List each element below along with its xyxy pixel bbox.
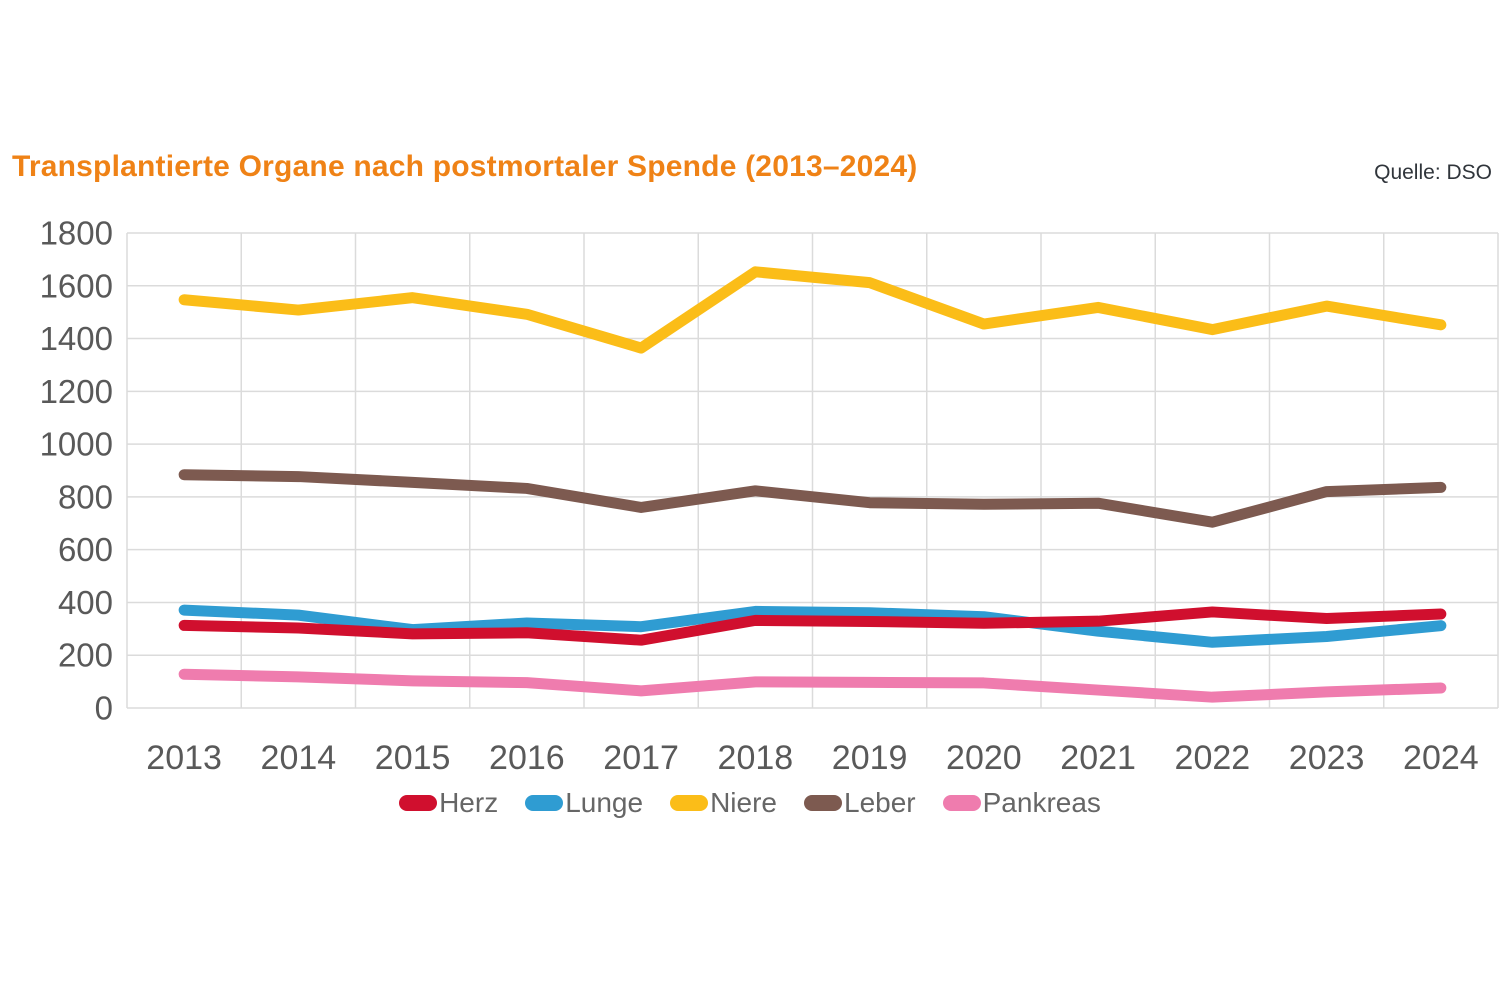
x-axis-tick-label: 2020 bbox=[946, 739, 1022, 777]
x-axis-tick-label: 2015 bbox=[375, 739, 451, 777]
legend-label: Herz bbox=[439, 787, 499, 818]
legend-swatch-niere bbox=[670, 795, 709, 811]
x-axis-tick-label: 2018 bbox=[718, 739, 794, 777]
legend-item-pankreas: Pankreas bbox=[942, 787, 1101, 818]
series-line-herz bbox=[178, 606, 1447, 646]
x-axis-tick-label: 2014 bbox=[261, 739, 337, 777]
legend-item-lunge: Lunge bbox=[525, 789, 643, 817]
legend-item-niere: Niere bbox=[670, 789, 777, 817]
y-axis-tick-label: 1400 bbox=[40, 320, 113, 357]
legend-item-herz: Herz bbox=[399, 789, 498, 817]
series-line-pankreas bbox=[178, 668, 1447, 703]
legend-label: Leber bbox=[844, 787, 916, 818]
x-axis-tick-label: 2022 bbox=[1175, 739, 1251, 777]
y-axis-tick-label: 0 bbox=[95, 690, 113, 727]
y-axis-tick-label: 1600 bbox=[40, 267, 113, 304]
y-axis-tick-label: 600 bbox=[58, 531, 113, 568]
y-axis-tick-label: 1200 bbox=[40, 373, 113, 410]
y-axis-tick-label: 400 bbox=[58, 584, 113, 621]
series-line-niere bbox=[178, 266, 1447, 354]
chart-title: Transplantierte Organe nach postmortaler… bbox=[12, 150, 918, 183]
y-axis-tick-label: 200 bbox=[58, 637, 113, 674]
chart-legend: Herz Lunge Niere Leber Pankreas bbox=[0, 789, 1500, 817]
legend-swatch-leber bbox=[804, 795, 842, 811]
x-axis-tick-label: 2021 bbox=[1060, 739, 1136, 777]
x-axis-tick-label: 2017 bbox=[603, 739, 679, 777]
legend-swatch-lunge bbox=[525, 795, 564, 811]
x-axis-tick-label: 2024 bbox=[1403, 739, 1479, 777]
legend-swatch-herz bbox=[399, 795, 438, 811]
y-axis-tick-label: 1000 bbox=[40, 426, 113, 463]
y-axis-tick-label: 800 bbox=[58, 478, 113, 515]
legend-label: Pankreas bbox=[982, 787, 1101, 818]
legend-label: Niere bbox=[710, 787, 777, 818]
legend-label: Lunge bbox=[565, 787, 644, 818]
x-axis-tick-label: 2013 bbox=[146, 739, 222, 777]
x-axis-tick-label: 2016 bbox=[489, 739, 565, 777]
x-axis-tick-label: 2023 bbox=[1289, 739, 1365, 777]
legend-item-leber: Leber bbox=[804, 789, 916, 817]
legend-swatch-pankreas bbox=[942, 795, 981, 811]
x-axis-tick-label: 2019 bbox=[832, 739, 908, 777]
series-line-leber bbox=[178, 469, 1447, 528]
source-caption: Quelle: DSO bbox=[1374, 161, 1492, 184]
y-axis-tick-label: 1800 bbox=[40, 215, 113, 252]
series-line-lunge bbox=[178, 604, 1447, 648]
